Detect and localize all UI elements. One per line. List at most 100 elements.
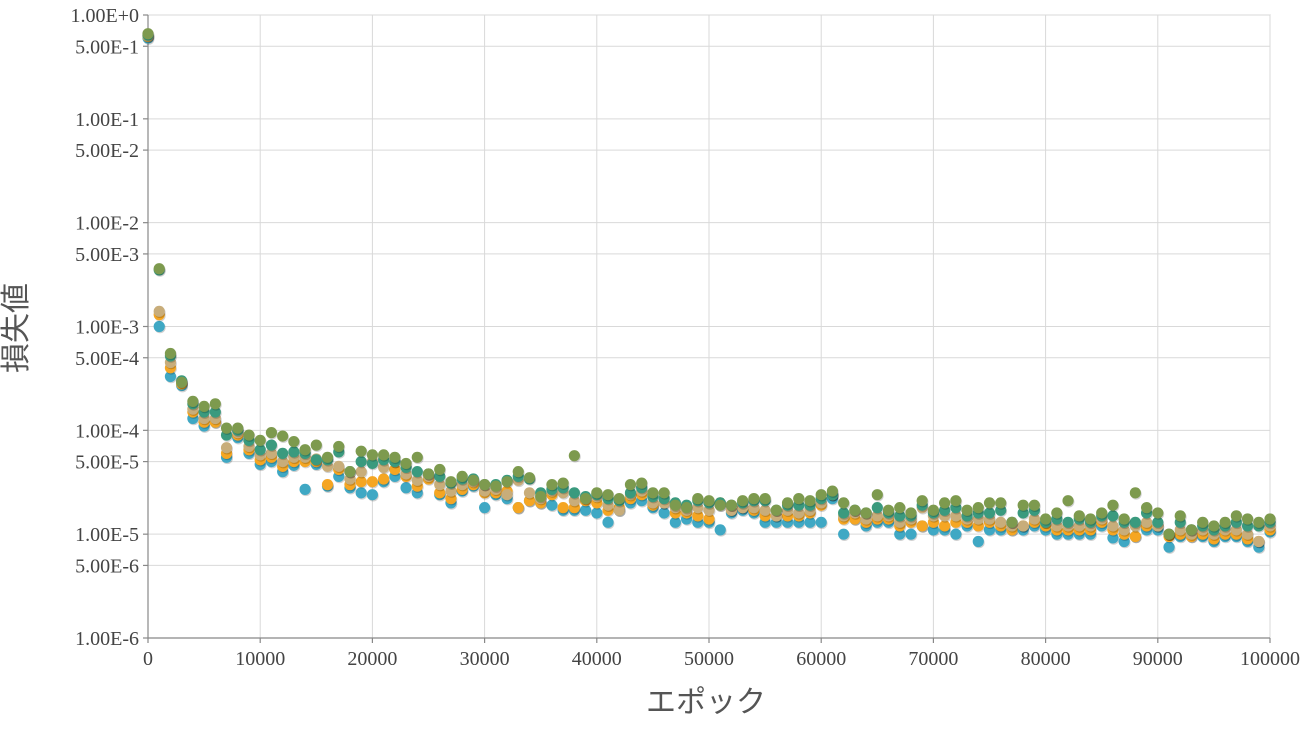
data-point [1017,507,1029,519]
data-point [310,454,322,466]
data-point [288,435,300,448]
data-point [411,451,423,463]
data-point [972,535,984,548]
y-tick-label: 1.00E+0 [71,5,140,27]
data-point [815,489,827,501]
x-tick-label: 70000 [908,648,958,670]
data-point [164,347,177,360]
data-point [871,510,883,522]
data-point [838,507,850,519]
data-point [355,445,367,457]
data-point [400,482,412,494]
y-tick-label: 5.00E-3 [75,244,139,266]
data-point [568,450,580,462]
data-point [1040,513,1052,525]
x-tick-label: 80000 [1021,648,1071,670]
data-point [1073,510,1085,522]
data-point [1062,495,1074,507]
data-point [894,510,906,522]
data-point [467,474,479,486]
data-point [153,320,165,333]
data-point [624,487,637,499]
x-tick-label: 50000 [684,648,734,670]
data-point [737,495,749,507]
data-point [501,489,513,501]
data-point [714,524,726,536]
data-point [1174,510,1186,522]
data-point [277,447,289,459]
data-point [1107,510,1119,522]
data-point [647,487,659,499]
data-point [299,483,311,495]
data-point [1241,528,1254,540]
data-point [411,474,423,486]
y-tick-label: 5.00E-2 [75,140,139,162]
data-point [1006,516,1018,528]
data-point [1197,516,1209,528]
data-point [950,495,962,507]
data-point [804,495,816,507]
data-point [1163,541,1175,553]
data-point [894,528,906,540]
data-point [265,447,278,459]
data-point [871,489,883,501]
data-point [456,470,468,483]
data-point [1062,516,1074,528]
y-tick-label: 1.00E-6 [75,628,139,650]
data-point [220,422,233,434]
data-point [366,476,378,488]
data-point [882,504,895,516]
data-point [355,487,367,499]
data-point [501,476,513,488]
y-tick-label: 5.00E-6 [75,555,139,577]
x-tick-label: 20000 [347,648,397,670]
data-point [939,520,951,532]
data-point [310,439,322,451]
data-point [591,487,603,499]
data-point [434,479,446,491]
data-point [378,473,390,485]
data-point [1219,516,1231,528]
data-point [198,400,210,413]
data-point [1129,530,1141,543]
data-point [232,422,244,434]
series-5 [142,28,1277,541]
data-point [277,455,289,468]
data-point [153,305,165,317]
data-point [445,476,457,488]
data-point [254,434,266,446]
data-point [366,449,378,461]
data-point [725,499,738,511]
data-point [613,504,625,516]
data-point [624,479,637,491]
data-point [265,427,278,439]
data-point [355,476,367,488]
data-point [995,497,1007,509]
x-tick-label: 10000 [235,648,285,670]
data-point [905,507,917,519]
x-tick-label: 40000 [572,648,622,670]
data-point [1140,502,1153,514]
data-point [759,504,771,516]
data-point [1230,510,1242,522]
x-tick-label: 60000 [796,648,846,670]
data-point [1208,520,1220,532]
data-point [804,516,816,528]
axes [143,14,1271,643]
data-point [860,507,872,519]
data-point [366,457,378,470]
data-point [400,457,412,470]
data-point [972,502,984,514]
data-point [602,516,614,528]
data-point [703,495,715,507]
data-point [871,502,883,514]
data-point [355,466,367,478]
grid [147,14,1271,639]
data-point [815,516,827,528]
data-point [389,451,401,463]
data-point [479,479,491,491]
data-point [961,504,973,516]
data-point [916,495,928,507]
data-point [243,429,255,441]
data-point [1017,520,1029,532]
